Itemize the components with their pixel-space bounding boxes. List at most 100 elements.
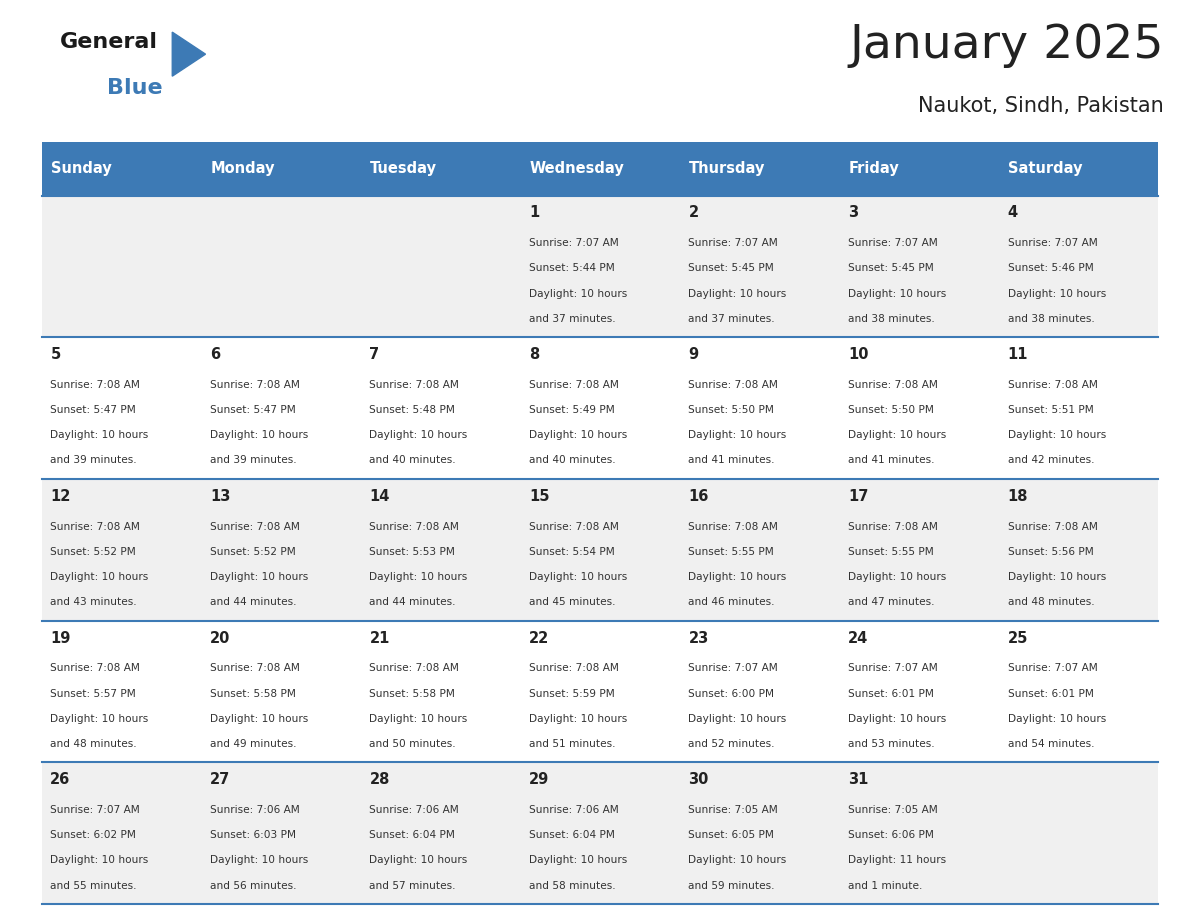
- Text: Daylight: 10 hours: Daylight: 10 hours: [210, 572, 308, 582]
- Text: 2: 2: [689, 206, 699, 220]
- Text: Daylight: 10 hours: Daylight: 10 hours: [50, 572, 148, 582]
- Text: Sunrise: 7:05 AM: Sunrise: 7:05 AM: [848, 805, 937, 815]
- Text: 8: 8: [529, 347, 539, 363]
- Text: General: General: [59, 32, 157, 52]
- Text: Sunrise: 7:08 AM: Sunrise: 7:08 AM: [848, 380, 937, 390]
- Text: Daylight: 10 hours: Daylight: 10 hours: [689, 856, 786, 866]
- Text: Sunrise: 7:07 AM: Sunrise: 7:07 AM: [529, 238, 619, 248]
- Text: Daylight: 10 hours: Daylight: 10 hours: [50, 713, 148, 723]
- Text: 17: 17: [848, 489, 868, 504]
- Text: 16: 16: [689, 489, 709, 504]
- Text: Monday: Monday: [210, 162, 276, 176]
- Bar: [42, 337, 1158, 479]
- Text: and 48 minutes.: and 48 minutes.: [50, 739, 137, 749]
- Text: Sunset: 5:45 PM: Sunset: 5:45 PM: [848, 263, 934, 274]
- Text: Sunrise: 7:06 AM: Sunrise: 7:06 AM: [210, 805, 299, 815]
- Text: Sunset: 5:47 PM: Sunset: 5:47 PM: [50, 405, 137, 415]
- Text: Daylight: 10 hours: Daylight: 10 hours: [529, 713, 627, 723]
- Text: Daylight: 10 hours: Daylight: 10 hours: [848, 431, 947, 441]
- Text: and 46 minutes.: and 46 minutes.: [689, 598, 775, 607]
- Bar: [42, 142, 201, 196]
- Bar: [361, 142, 520, 196]
- Text: 20: 20: [210, 631, 230, 645]
- Text: and 49 minutes.: and 49 minutes.: [210, 739, 296, 749]
- Text: 4: 4: [1007, 206, 1018, 220]
- Text: and 39 minutes.: and 39 minutes.: [50, 455, 137, 465]
- Text: Sunrise: 7:08 AM: Sunrise: 7:08 AM: [689, 521, 778, 532]
- Text: Sunrise: 7:08 AM: Sunrise: 7:08 AM: [369, 521, 460, 532]
- Bar: [999, 142, 1158, 196]
- Text: 1: 1: [529, 206, 539, 220]
- Text: Sunrise: 7:07 AM: Sunrise: 7:07 AM: [50, 805, 140, 815]
- Text: and 38 minutes.: and 38 minutes.: [1007, 314, 1094, 324]
- Text: Sunset: 6:06 PM: Sunset: 6:06 PM: [848, 830, 934, 840]
- Text: Daylight: 10 hours: Daylight: 10 hours: [369, 713, 468, 723]
- Text: Daylight: 10 hours: Daylight: 10 hours: [529, 856, 627, 866]
- Text: and 38 minutes.: and 38 minutes.: [848, 314, 935, 324]
- Text: Sunset: 5:57 PM: Sunset: 5:57 PM: [50, 688, 137, 699]
- Text: 13: 13: [210, 489, 230, 504]
- Text: Sunset: 5:55 PM: Sunset: 5:55 PM: [689, 547, 775, 556]
- Text: 3: 3: [848, 206, 858, 220]
- Text: and 40 minutes.: and 40 minutes.: [369, 455, 456, 465]
- Text: and 56 minutes.: and 56 minutes.: [210, 880, 296, 890]
- Text: Sunrise: 7:08 AM: Sunrise: 7:08 AM: [529, 380, 619, 390]
- Text: Daylight: 10 hours: Daylight: 10 hours: [50, 431, 148, 441]
- Text: Daylight: 10 hours: Daylight: 10 hours: [848, 288, 947, 298]
- Text: Sunset: 5:52 PM: Sunset: 5:52 PM: [50, 547, 137, 556]
- Text: Sunset: 6:05 PM: Sunset: 6:05 PM: [689, 830, 775, 840]
- Text: Sunset: 5:46 PM: Sunset: 5:46 PM: [1007, 263, 1093, 274]
- Text: Blue: Blue: [107, 78, 163, 98]
- Text: 24: 24: [848, 631, 868, 645]
- Bar: [201, 142, 361, 196]
- Text: Sunrise: 7:08 AM: Sunrise: 7:08 AM: [50, 664, 140, 673]
- Text: and 47 minutes.: and 47 minutes.: [848, 598, 935, 607]
- Text: Daylight: 10 hours: Daylight: 10 hours: [529, 572, 627, 582]
- Text: Friday: Friday: [848, 162, 899, 176]
- Text: and 40 minutes.: and 40 minutes.: [529, 455, 615, 465]
- Text: Sunset: 5:49 PM: Sunset: 5:49 PM: [529, 405, 614, 415]
- Text: and 45 minutes.: and 45 minutes.: [529, 598, 615, 607]
- Text: Sunrise: 7:08 AM: Sunrise: 7:08 AM: [210, 664, 299, 673]
- Text: Sunrise: 7:08 AM: Sunrise: 7:08 AM: [848, 521, 937, 532]
- Text: 28: 28: [369, 772, 390, 788]
- Text: 9: 9: [689, 347, 699, 363]
- Text: Sunset: 5:50 PM: Sunset: 5:50 PM: [848, 405, 934, 415]
- Text: Sunrise: 7:08 AM: Sunrise: 7:08 AM: [50, 521, 140, 532]
- Text: Sunset: 5:50 PM: Sunset: 5:50 PM: [689, 405, 775, 415]
- Text: Daylight: 10 hours: Daylight: 10 hours: [1007, 713, 1106, 723]
- Text: and 52 minutes.: and 52 minutes.: [689, 739, 775, 749]
- Text: Saturday: Saturday: [1009, 162, 1082, 176]
- Bar: [42, 621, 1158, 763]
- Text: Sunset: 5:51 PM: Sunset: 5:51 PM: [1007, 405, 1093, 415]
- Text: Daylight: 10 hours: Daylight: 10 hours: [529, 431, 627, 441]
- Text: Naukot, Sindh, Pakistan: Naukot, Sindh, Pakistan: [918, 96, 1164, 117]
- Text: Daylight: 10 hours: Daylight: 10 hours: [529, 288, 627, 298]
- Text: Sunrise: 7:07 AM: Sunrise: 7:07 AM: [689, 238, 778, 248]
- Text: Sunrise: 7:08 AM: Sunrise: 7:08 AM: [50, 380, 140, 390]
- Text: Wednesday: Wednesday: [530, 162, 625, 176]
- Text: and 57 minutes.: and 57 minutes.: [369, 880, 456, 890]
- Text: 31: 31: [848, 772, 868, 788]
- Text: Sunrise: 7:07 AM: Sunrise: 7:07 AM: [1007, 238, 1098, 248]
- Text: Sunset: 5:59 PM: Sunset: 5:59 PM: [529, 688, 614, 699]
- Text: 15: 15: [529, 489, 549, 504]
- Text: and 43 minutes.: and 43 minutes.: [50, 598, 137, 607]
- Text: Sunrise: 7:08 AM: Sunrise: 7:08 AM: [369, 380, 460, 390]
- Text: Daylight: 10 hours: Daylight: 10 hours: [1007, 431, 1106, 441]
- Text: 12: 12: [50, 489, 71, 504]
- Text: Daylight: 10 hours: Daylight: 10 hours: [369, 856, 468, 866]
- Text: Thursday: Thursday: [689, 162, 765, 176]
- Text: Sunrise: 7:06 AM: Sunrise: 7:06 AM: [369, 805, 460, 815]
- Text: Sunrise: 7:08 AM: Sunrise: 7:08 AM: [1007, 521, 1098, 532]
- Text: Daylight: 10 hours: Daylight: 10 hours: [689, 288, 786, 298]
- Text: Daylight: 10 hours: Daylight: 10 hours: [689, 431, 786, 441]
- Text: Sunset: 5:45 PM: Sunset: 5:45 PM: [689, 263, 775, 274]
- Text: Sunset: 5:55 PM: Sunset: 5:55 PM: [848, 547, 934, 556]
- Text: and 37 minutes.: and 37 minutes.: [529, 314, 615, 324]
- Text: 30: 30: [689, 772, 709, 788]
- Text: 22: 22: [529, 631, 549, 645]
- Text: Daylight: 10 hours: Daylight: 10 hours: [50, 856, 148, 866]
- Text: Sunset: 6:00 PM: Sunset: 6:00 PM: [689, 688, 775, 699]
- Text: Daylight: 10 hours: Daylight: 10 hours: [848, 572, 947, 582]
